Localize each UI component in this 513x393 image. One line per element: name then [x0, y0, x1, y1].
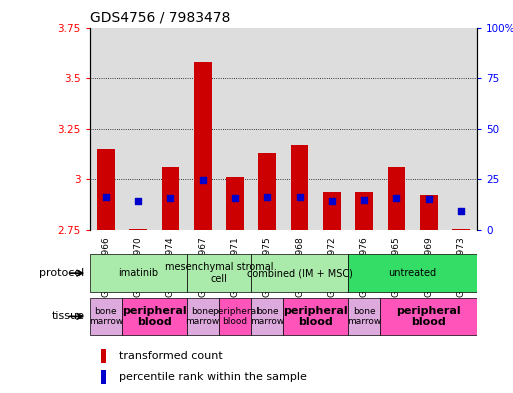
Point [392, 195, 401, 201]
Bar [348, 28, 380, 230]
Text: bone
marrow: bone marrow [250, 307, 284, 326]
Bar [251, 298, 283, 335]
Text: bone
marrow: bone marrow [186, 307, 220, 326]
Bar [154, 28, 187, 230]
Text: tissue: tissue [52, 311, 85, 321]
Bar [445, 28, 477, 230]
Point [360, 196, 368, 203]
Text: transformed count: transformed count [119, 351, 223, 361]
Point [199, 177, 207, 184]
Point [457, 208, 465, 214]
Bar [122, 298, 187, 335]
Bar [452, 229, 470, 230]
Bar [102, 349, 106, 363]
Bar [122, 28, 154, 230]
Bar [291, 145, 308, 230]
Bar [194, 62, 212, 230]
Point [295, 193, 304, 200]
Text: imatinib: imatinib [118, 268, 158, 278]
Bar [283, 28, 315, 230]
Bar [90, 254, 187, 292]
Text: bone
marrow: bone marrow [89, 307, 123, 326]
Bar [355, 193, 373, 230]
Bar [420, 195, 438, 230]
Bar [129, 229, 147, 230]
Text: percentile rank within the sample: percentile rank within the sample [119, 372, 307, 382]
Text: bone
marrow: bone marrow [347, 307, 381, 326]
Point [263, 193, 271, 200]
Bar [251, 28, 283, 230]
Point [102, 193, 110, 200]
Text: combined (IM + MSC): combined (IM + MSC) [247, 268, 352, 278]
Bar [348, 298, 380, 335]
Text: GDS4756 / 7983478: GDS4756 / 7983478 [90, 11, 230, 25]
Bar [162, 167, 180, 230]
Point [134, 197, 142, 204]
Bar [283, 298, 348, 335]
Point [425, 195, 433, 202]
Text: peripheral
blood: peripheral blood [397, 306, 461, 327]
Bar [348, 254, 477, 292]
Text: mesenchymal stromal
cell: mesenchymal stromal cell [165, 263, 273, 284]
Text: peripheral
blood: peripheral blood [283, 306, 348, 327]
Bar [219, 298, 251, 335]
Bar [251, 254, 348, 292]
Bar [323, 193, 341, 230]
Bar [187, 298, 219, 335]
Bar [380, 298, 477, 335]
Point [166, 195, 174, 201]
Bar [97, 149, 115, 230]
Bar [90, 298, 122, 335]
Point [328, 197, 336, 204]
Bar [219, 28, 251, 230]
Bar [387, 167, 405, 230]
Bar [102, 370, 106, 384]
Bar [412, 28, 445, 230]
Point [231, 195, 239, 201]
Text: untreated: untreated [388, 268, 437, 278]
Bar [259, 153, 276, 230]
Text: peripheral
blood: peripheral blood [122, 306, 187, 327]
Text: peripheral
blood: peripheral blood [212, 307, 259, 326]
Bar [187, 254, 251, 292]
Text: protocol: protocol [40, 268, 85, 278]
Bar [187, 28, 219, 230]
Bar [315, 28, 348, 230]
Bar [226, 177, 244, 230]
Bar [90, 28, 122, 230]
Bar [380, 28, 412, 230]
